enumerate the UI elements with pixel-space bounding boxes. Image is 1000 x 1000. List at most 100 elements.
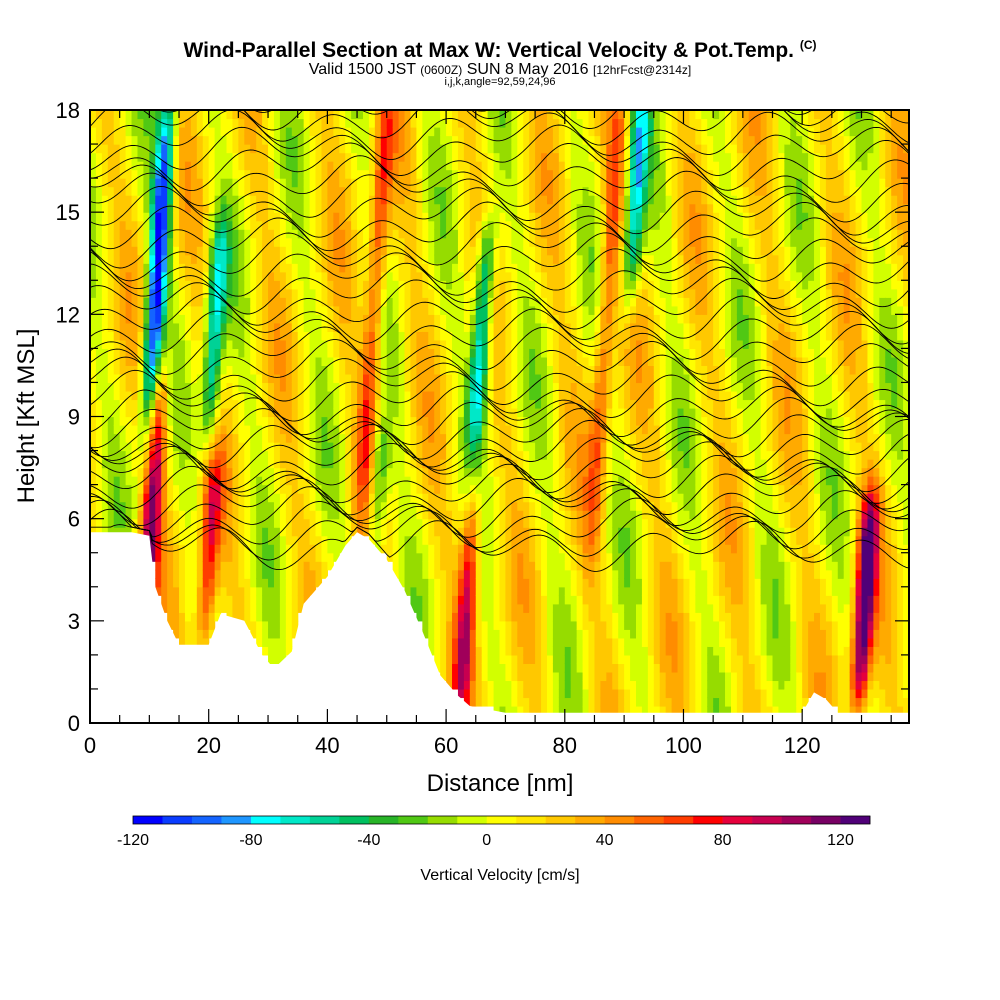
field-cell [190,544,198,554]
field-cell [452,169,459,179]
field-cell [131,382,139,392]
field-cell [190,416,198,426]
field-cell [273,373,281,384]
field-cell [226,365,234,375]
field-cell [321,518,328,528]
field-cell [226,271,234,281]
field-cell [499,518,507,528]
field-cell [173,144,180,154]
field-cell [339,263,346,273]
field-cell [552,416,560,426]
field-cell [268,407,275,418]
field-cell [446,382,453,392]
field-cell [529,680,536,690]
field-cell [380,356,388,367]
field-cell [285,612,293,622]
field-cell [273,356,281,367]
field-cell [457,569,465,579]
field-cell [315,416,323,426]
field-cell [529,220,536,230]
field-cell [529,203,536,213]
field-cell [558,705,566,716]
field-cell [333,493,340,503]
field-cell [475,373,483,384]
field-cell [232,195,239,205]
field-cell [564,637,572,647]
field-cell [303,484,311,494]
field-cell [167,476,174,486]
field-cell [137,476,145,486]
field-cell [499,356,507,367]
field-cell [351,373,358,384]
field-cell [179,620,186,630]
field-cell [398,467,406,477]
field-cell [552,433,560,443]
field-cell [398,229,406,239]
field-cell [113,220,121,230]
field-cell [179,569,186,579]
field-cell [481,288,489,298]
field-cell [137,263,145,273]
field-cell [262,620,269,630]
field-cell [475,459,483,469]
field-cell [143,229,150,239]
field-cell [374,144,382,154]
field-cell [517,697,524,707]
field-cell [564,297,572,307]
field-cell [541,203,548,213]
field-cell [541,407,548,418]
field-cell [149,135,156,145]
field-cell [327,305,334,315]
field-cell [505,237,512,247]
field-cell [285,169,293,179]
field-cell [410,246,418,256]
field-cell [285,595,293,605]
field-cell [517,620,524,630]
field-cell [107,322,115,332]
field-cell [214,169,222,179]
field-cell [481,595,489,605]
field-cell [505,246,512,256]
field-cell [404,544,412,554]
field-cell [398,356,406,367]
field-cell [564,467,572,477]
field-cell [214,271,222,281]
field-cell [226,552,234,562]
field-cell [137,271,145,281]
field-cell [327,407,334,418]
field-cell [155,561,162,571]
field-cell [523,339,530,349]
field-cell [475,535,483,545]
field-cell [309,373,317,384]
field-cell [226,110,234,120]
field-cell [95,263,103,273]
field-cell [315,297,323,307]
field-cell [321,237,328,247]
field-cell [179,373,186,384]
field-cell [546,467,554,477]
field-cell [107,484,115,494]
field-cell [380,297,388,307]
field-cell [256,382,263,392]
field-cell [404,373,412,384]
field-cell [273,433,281,443]
field-cell [452,484,459,494]
field-cell [190,263,198,273]
field-cell [113,127,121,137]
field-cell [232,595,239,605]
field-cell [463,212,471,222]
field-cell [410,578,418,588]
field-cell [493,390,501,401]
field-cell [119,110,127,120]
field-cell [434,467,441,477]
field-cell [220,552,228,562]
field-cell [107,493,115,503]
field-cell [226,373,234,384]
field-cell [457,671,465,682]
field-cell [363,305,370,315]
field-cell [167,178,174,188]
field-cell [481,535,489,545]
field-cell [238,603,245,613]
field-cell [161,459,168,469]
field-cell [279,450,287,460]
